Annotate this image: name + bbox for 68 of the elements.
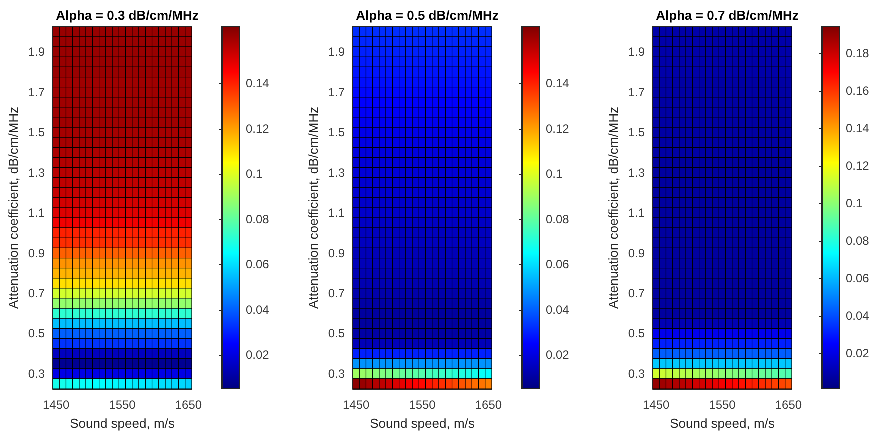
- chart-title: Alpha = 0.3 dB/cm/MHz: [56, 8, 200, 23]
- y-tick-label: 1.5: [628, 126, 646, 140]
- y-tick-label: 0.7: [628, 286, 646, 300]
- y-tick-label: 1.3: [628, 166, 646, 180]
- y-tick-label: 0.9: [328, 246, 346, 260]
- x-axis-title: Sound speed, m/s: [370, 416, 476, 431]
- y-tick-label: 1.1: [328, 206, 346, 220]
- x-tick-label: 1550: [409, 398, 436, 412]
- y-tick-label: 0.3: [628, 366, 646, 381]
- y-tick-label: 1.7: [628, 85, 646, 100]
- color-bar-label: 0.08: [546, 212, 570, 226]
- y-tick-label: 1.3: [28, 166, 46, 180]
- color-bar-label: 0.04: [246, 302, 270, 317]
- y-tick-label: 0.5: [628, 326, 646, 341]
- x-tick-label: 1650: [475, 398, 502, 412]
- color-bar-label: 0.12: [546, 122, 570, 136]
- color-bar-label: 0.1: [546, 167, 564, 182]
- color-bar-label: 0.06: [546, 258, 570, 272]
- y-tick-label: 0.5: [28, 326, 46, 341]
- x-tick-label: 1450: [42, 398, 70, 412]
- y-tick-label: 0.7: [328, 286, 346, 300]
- y-tick-label: 0.9: [28, 246, 46, 260]
- x-tick-label: 1650: [775, 398, 802, 412]
- color-bar-label: 0.06: [246, 258, 270, 272]
- y-tick-label: 0.3: [28, 366, 46, 381]
- color-bar-label: 0.08: [246, 212, 270, 226]
- x-tick-label: 1450: [642, 398, 670, 412]
- x-tick-label: 1450: [342, 398, 370, 412]
- y-axis-title: Attenuation coefficient, dB/cm/MHz: [6, 106, 21, 310]
- color-bar-label: 0.16: [846, 84, 870, 98]
- color-bar-label: 0.14: [246, 76, 270, 91]
- y-tick-label: 0.7: [28, 286, 46, 300]
- y-tick-label: 1.1: [628, 206, 646, 220]
- color-bar-label: 0.1: [246, 167, 264, 182]
- x-tick-label: 1550: [709, 398, 736, 412]
- y-axis-title: Attenuation coefficient, dB/cm/MHz: [306, 106, 321, 310]
- y-tick-label: 1.9: [628, 45, 646, 60]
- x-axis-title: Sound speed, m/s: [70, 416, 176, 431]
- y-tick-label: 1.9: [328, 45, 346, 60]
- y-tick-label: 1.5: [328, 126, 346, 140]
- y-tick-label: 1.3: [328, 166, 346, 180]
- color-bar-label: 0.14: [546, 76, 570, 91]
- chart-title: Alpha = 0.5 dB/cm/MHz: [356, 8, 500, 23]
- y-tick-label: 1.5: [28, 126, 46, 140]
- color-bar-label: 0.04: [846, 308, 870, 323]
- y-tick-label: 0.5: [328, 326, 346, 341]
- y-tick-label: 1.9: [28, 45, 46, 60]
- color-bar-label: 0.12: [246, 122, 270, 136]
- y-tick-label: 0.9: [628, 246, 646, 260]
- color-bar-label: 0.08: [846, 234, 870, 248]
- x-tick-label: 1550: [109, 398, 136, 412]
- color-bar-label: 0.14: [846, 121, 870, 136]
- y-tick-label: 1.7: [28, 85, 46, 100]
- color-bar-label: 0.06: [846, 271, 870, 286]
- color-bar-label: 0.02: [846, 346, 870, 360]
- y-axis-title: Attenuation coefficient, dB/cm/MHz: [606, 106, 621, 310]
- color-bar-label: 0.18: [846, 46, 870, 60]
- y-tick-label: 1.7: [328, 85, 346, 100]
- color-bar-label: 0.12: [846, 158, 870, 173]
- chart-title: Alpha = 0.7 dB/cm/MHz: [656, 8, 800, 23]
- color-bar-label: 0.02: [246, 348, 270, 362]
- color-bar-label: 0.04: [546, 302, 570, 317]
- y-tick-label: 0.3: [328, 366, 346, 381]
- x-axis-title: Sound speed, m/s: [670, 416, 776, 431]
- x-tick-label: 1650: [175, 398, 202, 412]
- color-bar-label: 0.02: [546, 348, 570, 362]
- y-tick-label: 1.1: [28, 206, 46, 220]
- color-bar-label: 0.1: [846, 196, 864, 210]
